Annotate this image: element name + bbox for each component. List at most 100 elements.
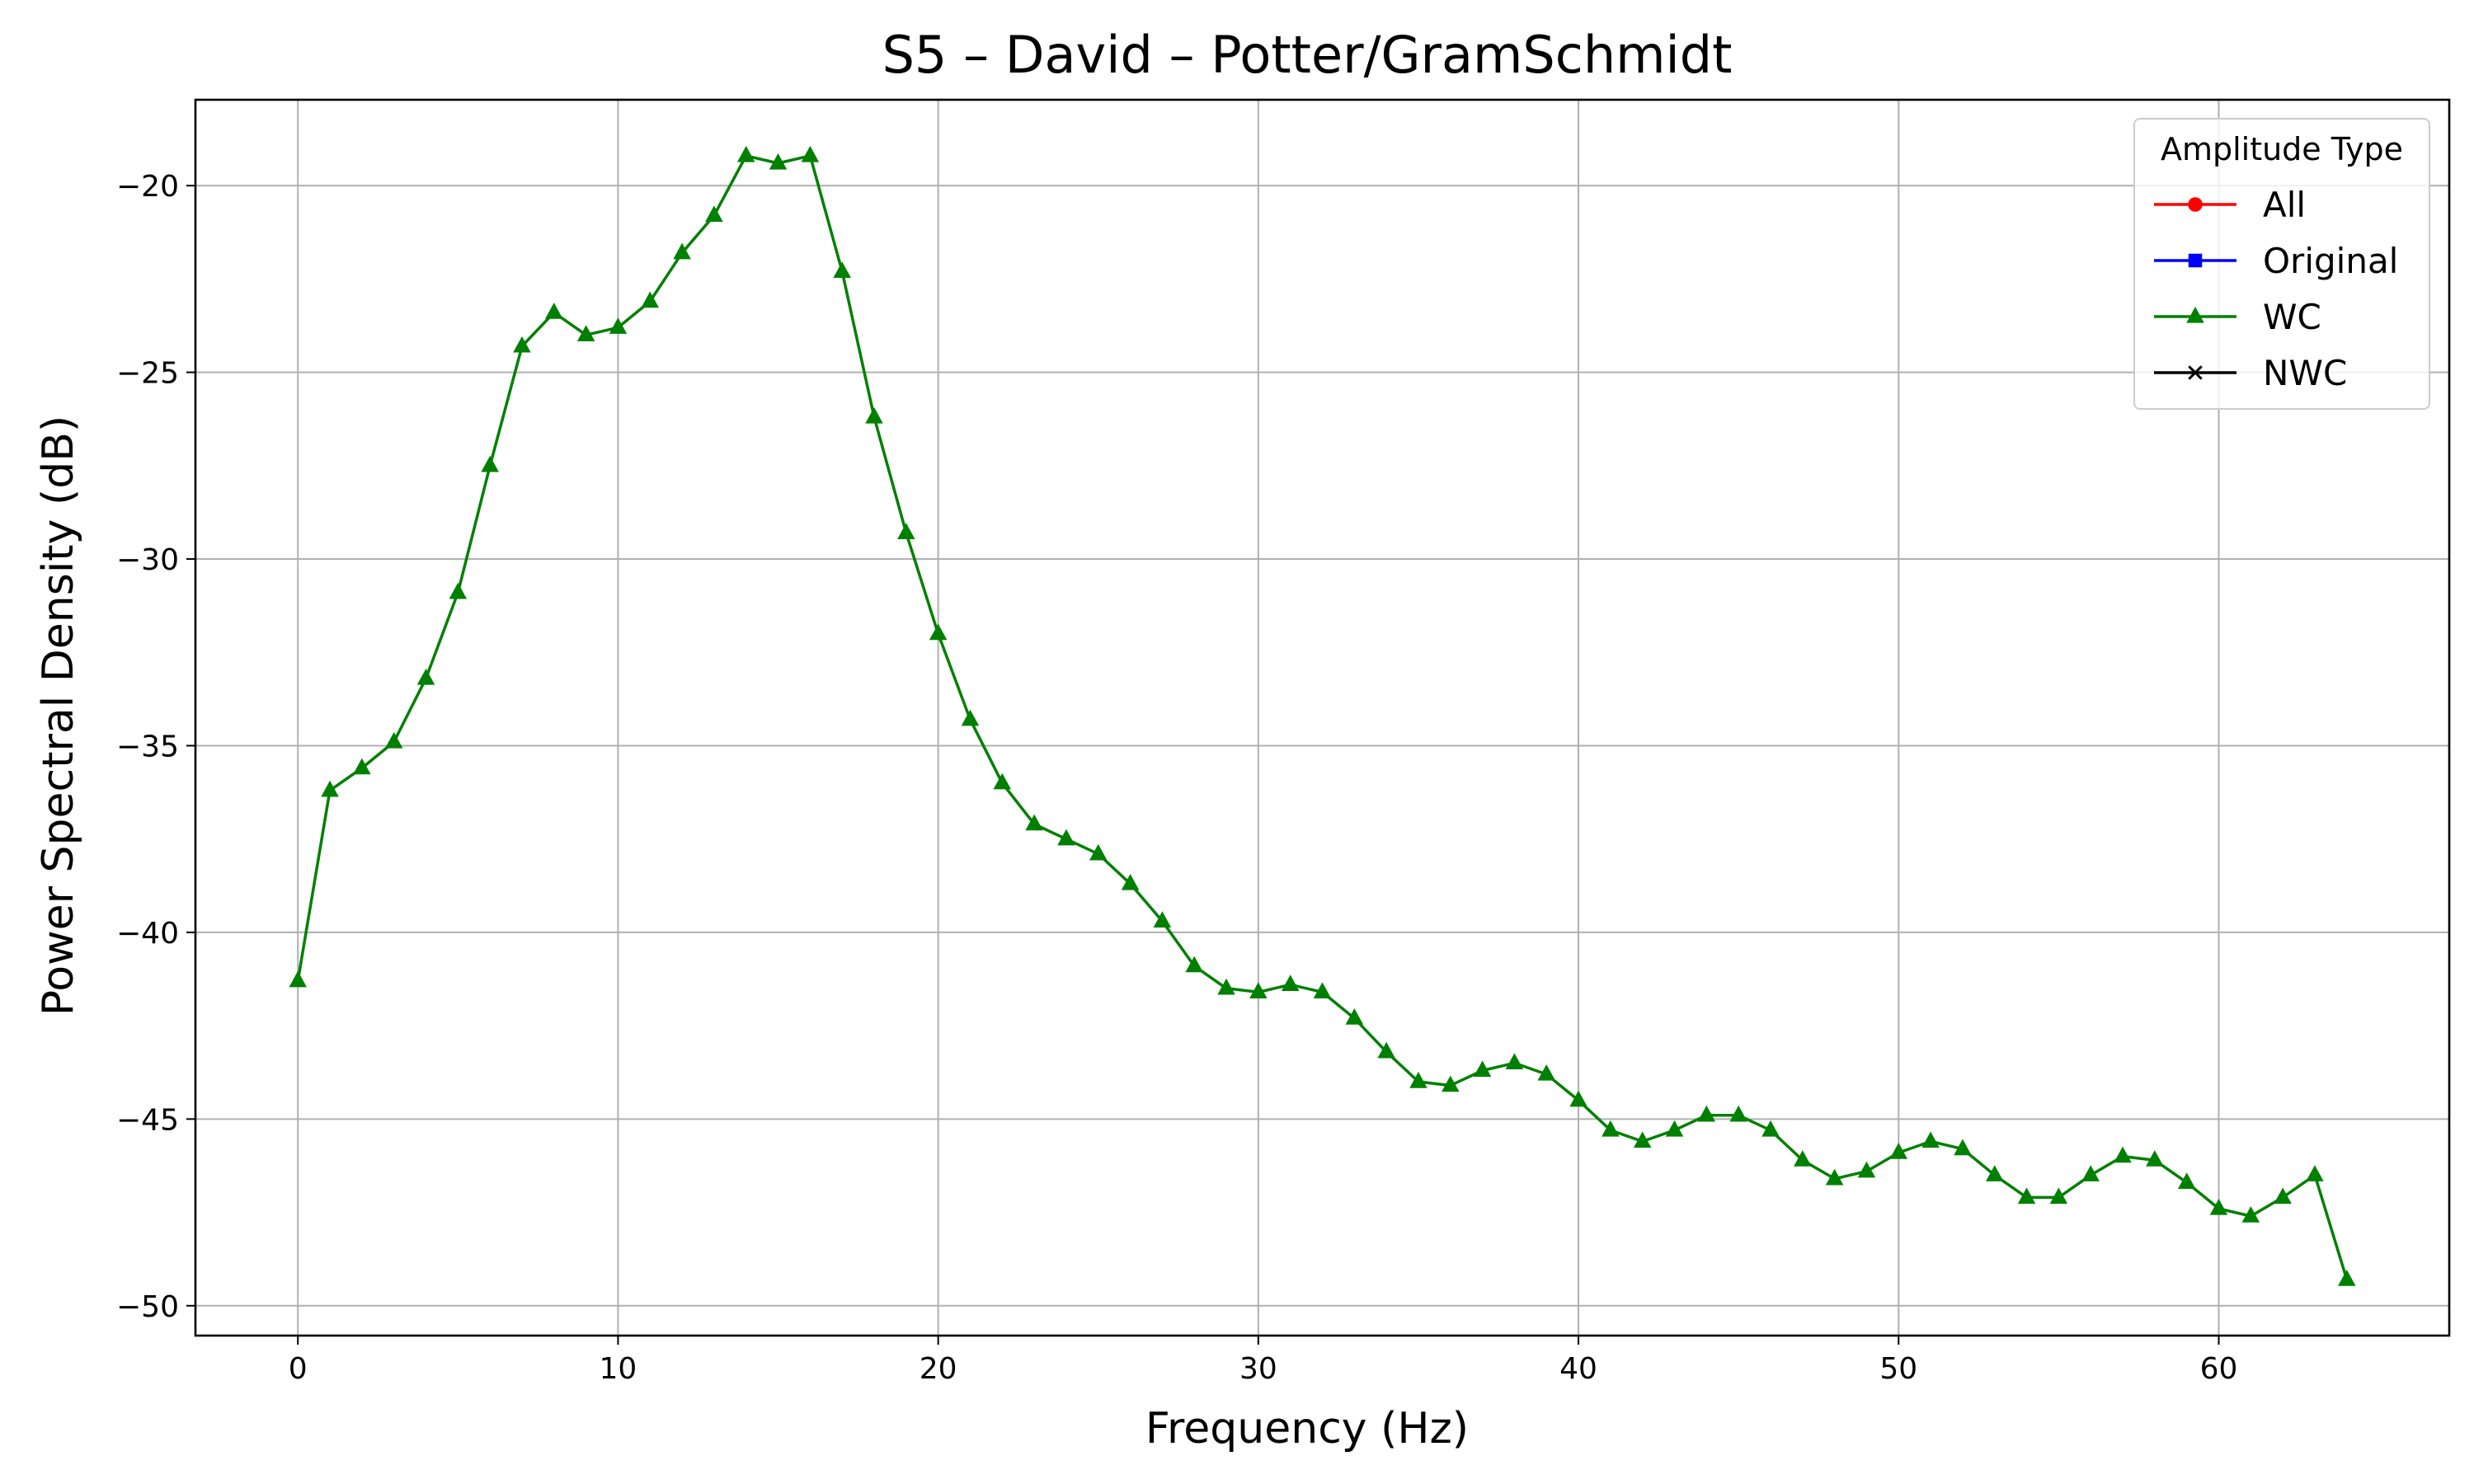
data-point	[2241, 1206, 2260, 1223]
data-point	[993, 773, 1012, 790]
data-point	[576, 325, 595, 341]
legend-label: All	[2263, 185, 2306, 225]
grid	[195, 100, 2449, 1336]
data-point	[289, 970, 307, 988]
data-point	[1665, 1120, 1684, 1137]
legend-entry: WC	[2154, 297, 2321, 337]
data-point	[1185, 956, 1203, 973]
data-point	[1089, 843, 1108, 861]
data-point	[705, 205, 723, 223]
data-point	[769, 153, 788, 170]
legend-marker	[2186, 306, 2204, 323]
data-point	[1825, 1168, 1844, 1186]
legend-title: Amplitude Type	[2161, 131, 2403, 167]
y-tick-label: −50	[116, 1290, 179, 1324]
data-point	[1921, 1131, 1940, 1148]
data-point	[1505, 1053, 1524, 1070]
data-point	[1153, 911, 1172, 928]
data-point	[1281, 974, 1300, 991]
data-point	[1761, 1120, 1780, 1137]
data-point	[1537, 1064, 1555, 1081]
y-tick-label: −35	[116, 730, 179, 763]
legend: Amplitude Type All Original WC NWC	[2133, 118, 2430, 410]
legend-entry: Original	[2154, 241, 2398, 281]
legend-label: NWC	[2263, 353, 2347, 393]
data-point	[1409, 1072, 1427, 1088]
data-point	[1889, 1143, 1908, 1159]
y-tick-label: −45	[116, 1103, 179, 1137]
x-tick-label: 20	[920, 1352, 957, 1386]
y-tick-label: −30	[116, 543, 179, 577]
data-point	[2146, 1150, 2164, 1167]
data-point	[1602, 1120, 1620, 1137]
data-point	[865, 406, 883, 424]
data-point	[2017, 1187, 2036, 1205]
data-point	[1025, 814, 1043, 831]
x-tick-label: 60	[2200, 1352, 2238, 1386]
data-point	[2081, 1165, 2100, 1181]
y-tick-label: −25	[116, 357, 179, 391]
data-point	[545, 303, 563, 319]
data-point	[2274, 1187, 2292, 1205]
data-point	[513, 336, 531, 353]
data-point	[1442, 1075, 1460, 1092]
data-point	[1954, 1139, 1972, 1156]
legend-label: WC	[2263, 297, 2321, 337]
data-point	[353, 758, 371, 775]
y-tick-label: −20	[116, 170, 179, 204]
y-tick-label: −40	[116, 917, 179, 951]
legend-entry: NWC	[2154, 353, 2347, 393]
data-point	[2306, 1165, 2324, 1181]
plot-frame	[194, 98, 2451, 1337]
x-tick-label: 30	[1239, 1352, 1277, 1386]
data-point	[1345, 1008, 1364, 1025]
data-point	[2338, 1270, 2356, 1286]
data-point	[2114, 1146, 2132, 1163]
x-tick-label: 0	[289, 1352, 308, 1386]
data-point	[449, 582, 468, 599]
data-point	[961, 709, 980, 726]
legend-marker	[2188, 365, 2203, 380]
data-point	[1057, 829, 1075, 846]
x-tick-label: 40	[1559, 1352, 1597, 1386]
data-point	[897, 523, 915, 539]
legend-label: Original	[2263, 241, 2398, 281]
data-point	[1729, 1105, 1747, 1122]
data-point	[801, 145, 820, 162]
data-point	[416, 668, 435, 685]
data-point	[2177, 1172, 2196, 1189]
data-point	[1473, 1060, 1492, 1078]
legend-box	[2133, 118, 2430, 410]
x-tick-label: 50	[1879, 1352, 1917, 1386]
data-point	[609, 317, 628, 334]
data-point	[1569, 1090, 1587, 1107]
x-tick-label: 10	[600, 1352, 637, 1386]
data-point	[833, 261, 851, 278]
data-point	[1985, 1165, 2004, 1181]
chart-title: S5 – David – Potter/GramSchmidt	[882, 25, 1733, 85]
data-point	[736, 145, 755, 162]
data-point	[641, 291, 660, 308]
data-point	[1121, 873, 1140, 890]
data-point	[2049, 1187, 2068, 1205]
data-point	[1313, 982, 1332, 999]
data-point	[1633, 1131, 1652, 1148]
legend-marker	[2188, 253, 2203, 268]
data-point	[384, 731, 403, 749]
y-axis-label: Power Spectral Density (dB)	[34, 416, 83, 1016]
data-point	[1794, 1150, 1812, 1167]
data-point	[929, 623, 948, 641]
data-point	[1249, 982, 1268, 999]
marker-stroke	[2188, 365, 2203, 380]
legend-marker	[2188, 197, 2203, 212]
data-point	[1217, 978, 1235, 995]
plot-area	[289, 145, 2356, 1286]
data-point	[2209, 1198, 2228, 1215]
data-point	[1857, 1161, 1876, 1178]
axis-ticks: 0 10 20 30 40 50 60 −20 −25 −30 −35 −40 −45 −50	[116, 170, 2237, 1386]
legend-entry: All	[2154, 185, 2306, 225]
data-point	[481, 455, 499, 472]
data-point	[321, 780, 339, 797]
